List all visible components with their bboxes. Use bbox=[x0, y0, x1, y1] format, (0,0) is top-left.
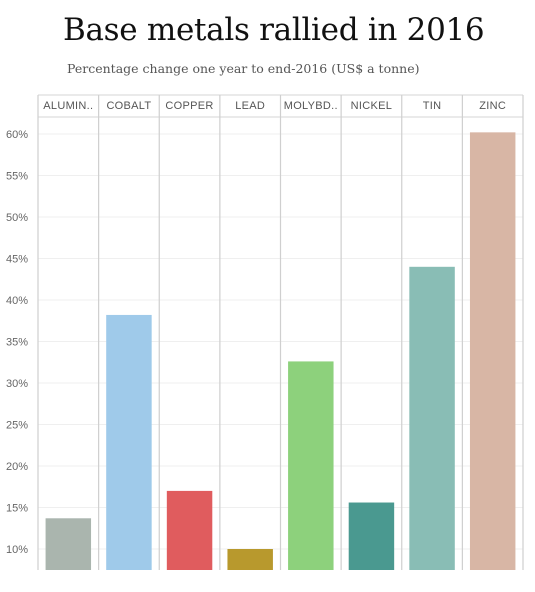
chart-title: Base metals rallied in 2016 bbox=[63, 12, 485, 48]
category-separators bbox=[37, 95, 524, 570]
category-label: NICKEL bbox=[351, 100, 393, 112]
y-tick-label: 10% bbox=[6, 544, 28, 556]
y-tick-label: 55% bbox=[6, 171, 28, 183]
category-label: ZINC bbox=[479, 100, 506, 112]
y-tick-label: 50% bbox=[6, 212, 28, 224]
category-label: ALUMIN.. bbox=[43, 100, 93, 112]
y-tick-label: 35% bbox=[6, 337, 28, 349]
category-labels: ALUMIN.. COBALT COPPER LEAD MOLYBD.. NICKEL TI… bbox=[43, 100, 506, 112]
category-label: COPPER bbox=[165, 100, 213, 112]
category-label: COBALT bbox=[106, 100, 151, 112]
bar bbox=[45, 518, 92, 570]
y-tick-label: 30% bbox=[6, 378, 28, 390]
bar bbox=[288, 361, 334, 570]
y-tick-label: 40% bbox=[6, 295, 28, 307]
bar bbox=[227, 549, 273, 570]
y-tick-label: 15% bbox=[6, 503, 28, 515]
category-label: TIN bbox=[423, 100, 442, 112]
y-tick-label: 20% bbox=[6, 461, 28, 473]
y-axis-ticks: 10% 15% 20% 25% 30% 35% 40% 45% 50% 55% 60% bbox=[6, 129, 28, 556]
bar bbox=[348, 502, 395, 570]
chart-subtitle: Percentage change one year to end-2016 (… bbox=[67, 61, 420, 76]
y-tick-label: 45% bbox=[6, 254, 28, 266]
category-label: LEAD bbox=[235, 100, 265, 112]
bar bbox=[409, 266, 455, 570]
bar bbox=[166, 490, 213, 570]
bar bbox=[469, 132, 516, 570]
y-tick-label: 60% bbox=[6, 129, 28, 141]
bars bbox=[45, 132, 516, 570]
category-label: MOLYBD.. bbox=[284, 100, 338, 112]
y-tick-label: 25% bbox=[6, 420, 28, 432]
bar bbox=[106, 314, 152, 570]
